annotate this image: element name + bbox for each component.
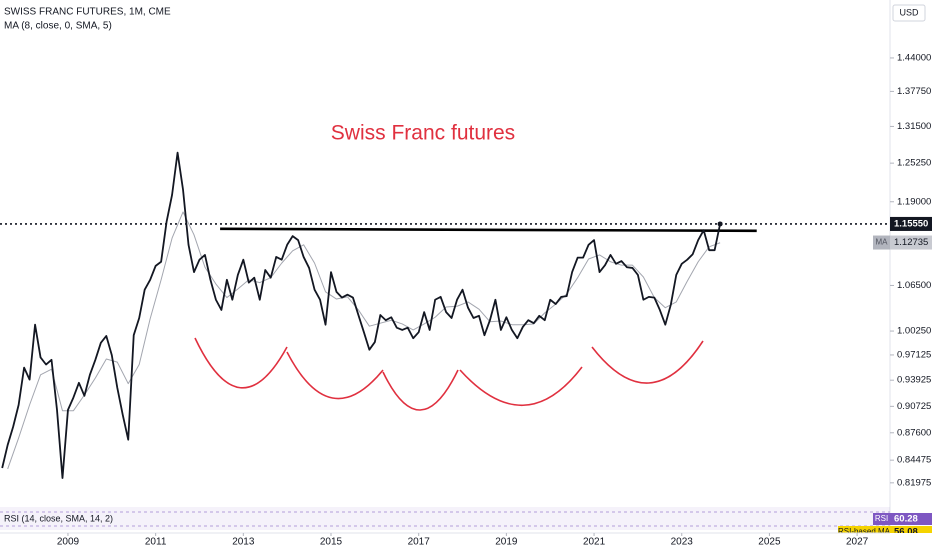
price-tag-label: 1.15550 (894, 218, 928, 229)
y-tick-label: 0.84475 (897, 455, 931, 466)
x-tick-label: 2011 (145, 537, 167, 548)
y-tick-label: 1.19000 (897, 196, 931, 207)
x-tick-label: 2009 (57, 537, 80, 548)
x-tick-label: 2017 (408, 537, 431, 548)
last-point (717, 221, 723, 227)
y-tick-label: 1.00250 (897, 326, 931, 337)
annotation: Swiss Franc futures (331, 122, 515, 145)
rsi-tag-name-box (873, 513, 890, 525)
x-tick-label: 2027 (846, 537, 869, 548)
arc (194, 337, 288, 389)
rsi-tag (890, 513, 932, 525)
x-tick-label: 2015 (320, 537, 343, 548)
y-tick-label: 1.06500 (897, 280, 931, 291)
price-tag (890, 216, 932, 231)
x-axis-background (0, 533, 932, 550)
arc (286, 351, 384, 400)
arc (591, 340, 704, 384)
ma-tag-label: 1.12735 (894, 237, 928, 248)
cup-drawings (194, 337, 704, 411)
y-tick-label: 0.90725 (897, 401, 931, 412)
ma-tag (890, 235, 932, 250)
rsi-title: RSI (14, close, SMA, 14, 2) (4, 513, 113, 523)
trend-line (220, 227, 757, 233)
y-tick-label: 1.31500 (897, 121, 931, 132)
y-tick-label: 0.81975 (897, 477, 931, 488)
rsi-tag-name: RSI (875, 514, 888, 523)
y-tick-label: 1.44000 (897, 52, 931, 63)
series-line (7, 211, 721, 470)
rsi-tag-name: RSI-based MA (838, 527, 891, 536)
ma-tag-name-box (873, 235, 890, 250)
x-tick-label: 2021 (583, 537, 606, 548)
y-tick-label: 1.37750 (897, 86, 931, 97)
currency-box[interactable] (892, 4, 926, 22)
y-tick-label: 0.93925 (897, 375, 931, 386)
arc (459, 366, 583, 406)
chart-title: SWISS FRANC FUTURES, 1M, CME (4, 7, 171, 18)
y-tick-label: 0.87600 (897, 427, 931, 438)
rsi-tag-label: 60.28 (894, 514, 918, 525)
currency: USD (899, 7, 919, 17)
x-tick-label: 2013 (232, 537, 255, 548)
arc (382, 369, 459, 411)
x-tick-label: 2023 (671, 537, 694, 548)
x-tick-label: 2025 (758, 537, 781, 548)
rsi-tag-label: 56.08 (894, 527, 918, 538)
ma-tag-name: MA (876, 238, 889, 247)
x-tick-label: 2019 (495, 537, 518, 548)
y-tick-label: 1.25250 (897, 158, 931, 169)
ma-legend: MA (8, close, 0, SMA, 5) (4, 21, 112, 32)
series-line (1, 151, 721, 479)
rsi-pane (0, 507, 890, 530)
y-tick-label: 0.97125 (897, 349, 931, 360)
